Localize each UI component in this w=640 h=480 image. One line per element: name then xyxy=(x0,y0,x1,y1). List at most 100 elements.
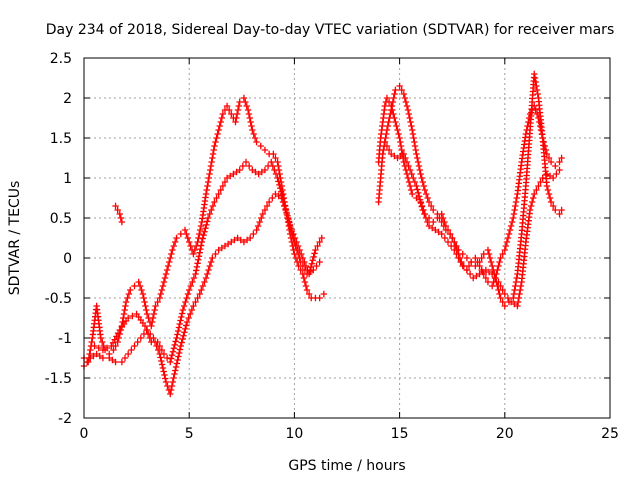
data-point-interp xyxy=(478,254,485,262)
data-point-interp xyxy=(403,102,411,110)
data-point xyxy=(438,230,445,238)
data-point xyxy=(261,166,269,174)
data-point-interp xyxy=(504,294,512,302)
data-point-interp xyxy=(385,118,392,126)
data-point-interp xyxy=(183,230,190,238)
data-point xyxy=(400,90,408,98)
data-point-interp xyxy=(263,202,271,210)
data-point-interp xyxy=(202,225,209,232)
data-point-interp xyxy=(174,331,181,338)
data-point xyxy=(148,338,155,346)
series-track-c xyxy=(91,158,325,366)
data-point-interp xyxy=(258,214,265,222)
data-point-interp xyxy=(179,335,186,343)
data-point-interp xyxy=(176,346,184,353)
data-point-interp xyxy=(175,324,183,331)
data-point-interp xyxy=(83,358,91,366)
data-point-interp xyxy=(397,138,404,146)
data-point xyxy=(242,158,250,166)
data-point-interp xyxy=(449,234,456,242)
data-point-interp xyxy=(313,262,320,270)
data-point-interp xyxy=(159,282,167,290)
data-point-interp xyxy=(544,186,552,194)
data-point-interp xyxy=(414,158,422,166)
data-point-interp xyxy=(406,114,413,122)
data-point-interp xyxy=(512,202,519,210)
data-point xyxy=(97,334,105,342)
data-point-interp xyxy=(383,142,391,150)
data-point xyxy=(419,206,426,214)
data-point xyxy=(127,286,134,294)
data-point-interp xyxy=(158,361,166,368)
data-point xyxy=(173,234,180,242)
data-point xyxy=(451,246,458,254)
data-point xyxy=(247,234,254,242)
data-point-interp xyxy=(219,182,227,190)
data-point-interp xyxy=(210,146,217,154)
data-point-interp xyxy=(187,242,194,250)
data-point xyxy=(236,98,243,106)
data-point-interp xyxy=(417,199,425,207)
data-point xyxy=(183,318,191,326)
data-point-interp xyxy=(174,327,182,335)
data-point-interp xyxy=(225,106,233,114)
data-point-interp xyxy=(440,222,447,230)
data-point xyxy=(558,154,565,162)
data-point-interp xyxy=(182,322,190,329)
data-point xyxy=(167,390,174,398)
data-point-interp xyxy=(201,228,208,235)
data-point-interp xyxy=(405,110,413,118)
data-point-interp xyxy=(310,253,317,261)
data-point-interp xyxy=(175,353,182,360)
data-point-interp xyxy=(158,346,166,354)
data-point-interp xyxy=(382,134,389,142)
data-point xyxy=(232,118,239,126)
data-point xyxy=(446,230,454,238)
data-point xyxy=(556,166,563,174)
data-point-interp xyxy=(245,110,253,118)
data-point-interp xyxy=(411,178,419,186)
data-point-interp xyxy=(204,218,211,225)
data-point-interp xyxy=(251,134,259,142)
data-point-interp xyxy=(151,306,158,314)
data-point xyxy=(198,238,206,246)
data-point-interp xyxy=(215,190,222,198)
data-point xyxy=(457,258,464,266)
data-point xyxy=(497,294,504,302)
data-point xyxy=(131,342,138,350)
x-tick-label: 0 xyxy=(80,426,89,442)
data-point-interp xyxy=(531,74,539,82)
data-point-interp xyxy=(294,242,302,250)
y-tick-label: 2 xyxy=(63,91,72,107)
data-point-interp xyxy=(416,166,423,174)
data-point xyxy=(280,198,288,206)
data-point xyxy=(299,254,307,262)
data-point xyxy=(409,126,416,134)
data-point xyxy=(179,306,187,314)
data-point xyxy=(505,230,513,238)
data-point-interp xyxy=(206,170,213,178)
data-point-interp xyxy=(391,90,398,98)
data-point-interp xyxy=(403,158,411,166)
data-point-interp xyxy=(553,170,560,178)
data-point-interp xyxy=(128,346,135,354)
data-point-interp xyxy=(516,290,523,298)
data-point xyxy=(202,190,210,198)
data-point-interp xyxy=(499,298,506,306)
data-point-interp xyxy=(290,230,297,238)
data-point-interp xyxy=(192,298,199,306)
data-point-interp xyxy=(427,202,435,210)
data-point-interp xyxy=(272,170,280,178)
x-tick-label: 25 xyxy=(601,426,619,442)
data-point-interp xyxy=(487,258,495,266)
data-point-interp xyxy=(275,178,282,185)
y-tick-label: 0 xyxy=(63,251,72,267)
data-point-interp xyxy=(168,382,176,390)
data-point xyxy=(472,254,479,262)
data-point-interp xyxy=(314,242,321,250)
data-point xyxy=(162,378,170,386)
data-point xyxy=(99,346,107,354)
data-point-interp xyxy=(121,306,128,314)
data-point-interp xyxy=(174,356,181,364)
data-point xyxy=(137,334,145,342)
